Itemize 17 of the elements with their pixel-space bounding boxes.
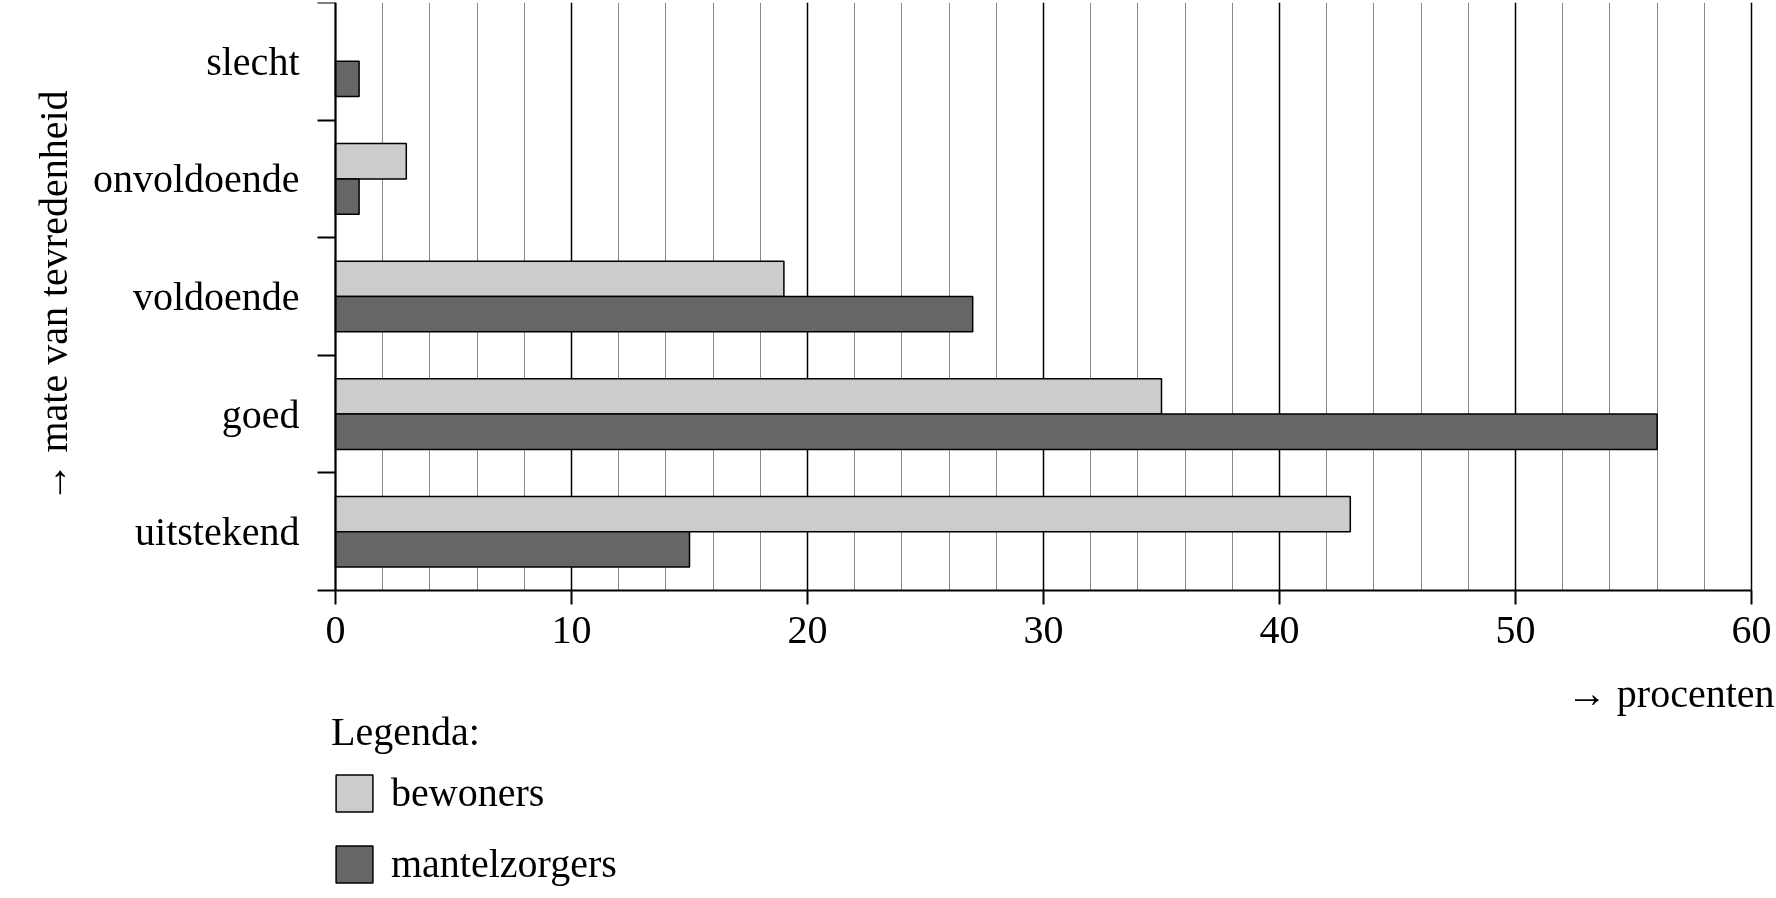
y-tick-label: voldoende	[132, 274, 300, 319]
y-tick-label: goed	[221, 391, 300, 437]
x-tick-label: 50	[1495, 606, 1536, 652]
x-tick-label: 20	[787, 606, 828, 652]
x-axis-title: → procenten	[1566, 671, 1775, 716]
y-tick-label: uitstekend	[135, 509, 300, 555]
legend-label: bewoners	[391, 769, 545, 816]
y-axis-title: → mate van tevredenheid	[30, 90, 76, 503]
y-tick-label: onvoldoende	[92, 156, 300, 202]
legend-title: Legenda:	[331, 708, 481, 755]
x-tick-label: 0	[325, 606, 346, 652]
x-tick-label: 10	[551, 606, 592, 652]
y-tick-label: slecht	[206, 38, 300, 84]
x-tick-label: 30	[1023, 606, 1064, 652]
x-tick-label: 40	[1259, 606, 1300, 652]
x-tick-label: 60	[1731, 606, 1772, 652]
legend-label: mantelzorgers	[391, 840, 617, 887]
